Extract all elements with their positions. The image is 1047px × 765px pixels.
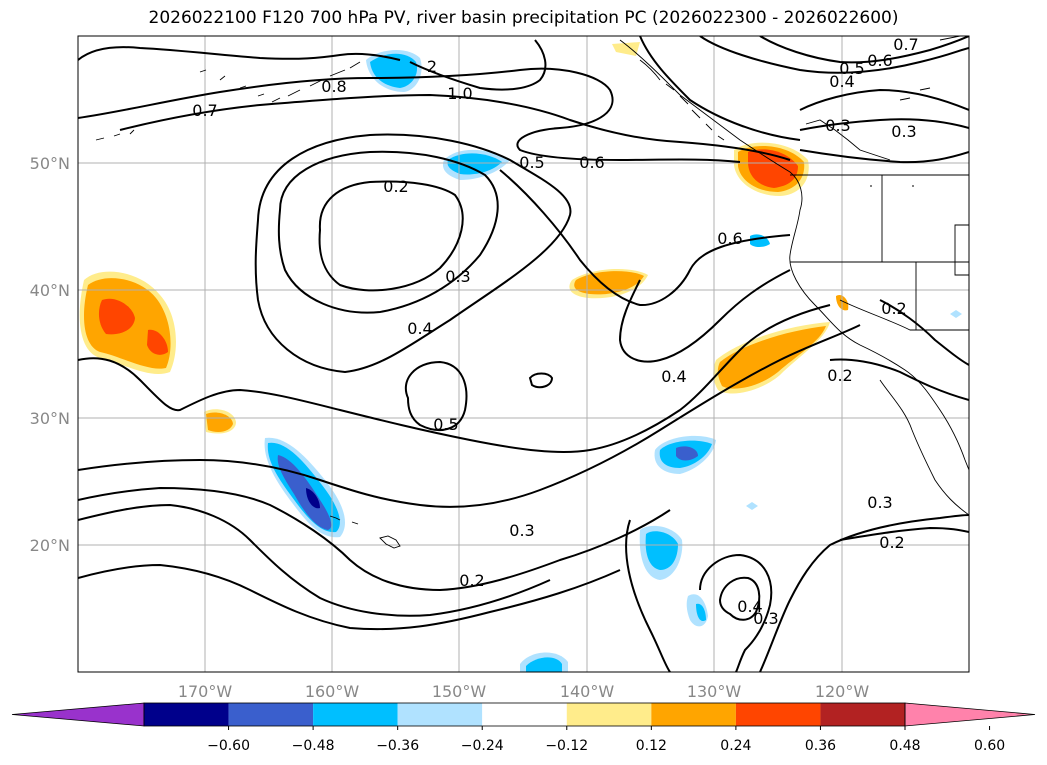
colorbar-tick-label: 0.12 bbox=[636, 738, 667, 754]
contour-label: 0.4 bbox=[737, 597, 762, 616]
contour-label: 0.4 bbox=[829, 72, 854, 91]
colorbar-extend-high bbox=[904, 702, 1036, 727]
lat-label: 50°N bbox=[30, 154, 70, 173]
contour-labels: 2 0.8 1.0 0.7 0.7 0.6 0.5 0.4 0.3 0.3 0.… bbox=[192, 35, 918, 628]
contour-label: 0.7 bbox=[893, 35, 918, 54]
map-area bbox=[78, 36, 969, 672]
contour-label: 0.3 bbox=[445, 267, 470, 286]
lon-label: 170°W bbox=[178, 682, 233, 701]
colorbar-segment bbox=[397, 703, 483, 726]
colorbar-tick-label: 0.60 bbox=[974, 738, 1005, 754]
colorbar-tick-label: −0.36 bbox=[376, 738, 419, 754]
colorbar-segment bbox=[144, 703, 229, 726]
contour-label: 0.2 bbox=[459, 571, 484, 590]
latitude-labels: 50°N 40°N 30°N 20°N bbox=[30, 154, 70, 555]
contour-label: 0.2 bbox=[879, 533, 904, 552]
precip-shading bbox=[79, 42, 962, 672]
contour-label: 0.3 bbox=[825, 116, 850, 135]
contour-label: 0.8 bbox=[321, 77, 346, 96]
colorbar-frame bbox=[143, 702, 906, 727]
colorbar-tick-label: −0.48 bbox=[292, 738, 335, 754]
contour-label: 0.3 bbox=[867, 493, 892, 512]
lon-label: 150°W bbox=[432, 682, 487, 701]
longitude-labels: 170°W 160°W 150°W 140°W 130°W 120°W bbox=[178, 682, 870, 701]
contour-label: 0.3 bbox=[891, 122, 916, 141]
contour-label: 0.2 bbox=[881, 299, 906, 318]
contour-label: 0.5 bbox=[433, 415, 458, 434]
colorbar-extend-low bbox=[11, 702, 145, 727]
contour-label: 0.6 bbox=[867, 51, 892, 70]
contour-label: 0.2 bbox=[383, 177, 408, 196]
contour-label: 0.3 bbox=[509, 521, 534, 540]
map-title: 2026022100 F120 700 hPa PV, river basin … bbox=[148, 8, 899, 28]
colorbar-tick-label: 0.36 bbox=[805, 738, 836, 754]
contour-label: 0.3 bbox=[753, 609, 778, 628]
colorbar: −0.60 −0.48 −0.36 −0.24 −0.12 0.12 0.24 0.36 0.4… bbox=[11, 702, 1036, 754]
colorbar-segment bbox=[482, 703, 567, 726]
colorbar-tick-label: −0.24 bbox=[461, 738, 504, 754]
colorbar-segment bbox=[228, 703, 314, 726]
pv-contours bbox=[78, 36, 969, 672]
lon-label: 160°W bbox=[305, 682, 360, 701]
contour-label: 0.4 bbox=[661, 367, 686, 386]
colorbar-tick-label: 0.48 bbox=[889, 738, 920, 754]
lat-label: 20°N bbox=[30, 536, 70, 555]
contour-label: 0.6 bbox=[717, 229, 742, 248]
lat-label: 30°N bbox=[30, 409, 70, 428]
lon-label: 120°W bbox=[815, 682, 870, 701]
lon-label: 140°W bbox=[560, 682, 615, 701]
colorbar-segment bbox=[735, 703, 821, 726]
colorbar-segment bbox=[820, 703, 905, 726]
contour-label: 0.5 bbox=[519, 153, 544, 172]
lat-label: 40°N bbox=[30, 281, 70, 300]
contour-label: 0.5 bbox=[839, 59, 864, 78]
contour-label: 0.2 bbox=[827, 366, 852, 385]
colorbar-tick-label: 0.24 bbox=[720, 738, 751, 754]
map-frame bbox=[77, 35, 970, 673]
colorbar-segment bbox=[566, 703, 652, 726]
contour-label: 1.0 bbox=[447, 84, 472, 103]
contour-label: 2 bbox=[427, 57, 437, 76]
contour-label: 0.6 bbox=[579, 153, 604, 172]
colorbar-tick-label: −0.12 bbox=[545, 738, 588, 754]
colorbar-segment bbox=[313, 703, 398, 726]
contour-label: 0.4 bbox=[407, 319, 432, 338]
lon-label: 130°W bbox=[687, 682, 742, 701]
contour-label: 0.7 bbox=[192, 101, 217, 120]
colorbar-segment bbox=[651, 703, 736, 726]
colorbar-tick-label: −0.60 bbox=[207, 738, 250, 754]
